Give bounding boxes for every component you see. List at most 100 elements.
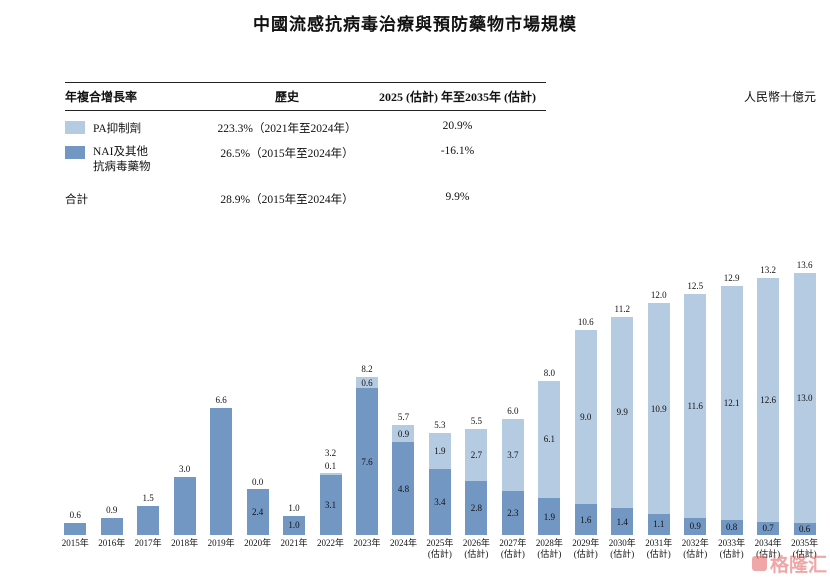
bar-column: 1.4 9.9 11.2	[604, 255, 640, 535]
unit-label: 人民幣十億元	[743, 90, 816, 104]
total-value-label: 13.2	[760, 265, 777, 276]
bar-column: 7.6 0.6 8.2	[349, 255, 385, 535]
nai-value-label: 0.8	[726, 522, 738, 533]
pa-forecast-cagr: 20.9%	[442, 120, 473, 132]
total-value-label: 0.9	[106, 504, 118, 515]
bar-segment-nai	[283, 515, 306, 535]
total-value-label: 5.3	[434, 419, 446, 430]
pa-value-label: 0.0	[251, 476, 264, 487]
bar-segment-nai	[574, 504, 597, 535]
table-header-row: 年複合增長率 歷史 2025 (估計) 年至2035年 (估計)	[65, 82, 546, 111]
total-value-label: 1.5	[142, 493, 154, 504]
total-value-label: 11.2	[614, 303, 630, 314]
bar-column: 3.1 0.1 3.2	[312, 255, 348, 535]
bar-segment-nai	[210, 407, 233, 535]
nai-value-label: 3.4	[434, 497, 446, 508]
pa-historical-cagr: 223.3%（2021年至2024年）	[217, 123, 357, 135]
x-axis-label: 2030年 (估計)	[608, 538, 636, 559]
x-axis-label: 2023年	[353, 538, 381, 548]
total-value-label: 6.0	[507, 406, 519, 417]
header-cagr: 年複合增長率	[65, 90, 138, 104]
bar-segment-nai	[757, 521, 780, 535]
bar-column: 2.8 2.7 5.5	[458, 255, 494, 535]
bar-column: 0.7 12.6 13.2	[750, 255, 786, 535]
total-value-label: 5.7	[397, 412, 410, 422]
bar-segment-nai	[465, 480, 488, 535]
pa-value-label: 0.1	[324, 461, 337, 472]
bar-segment-pa	[465, 428, 488, 481]
bar-segment-pa	[684, 293, 707, 518]
header-forecast-period: 2025 (估計) 年至2035年 (估計)	[379, 90, 536, 104]
bar-column: 1.5	[130, 255, 166, 535]
x-axis-label: 2027年 (估計)	[499, 538, 527, 559]
bar-segment-nai	[319, 475, 342, 535]
x-axis-label: 2035年 (估計)	[791, 538, 819, 559]
watermark: 格隆汇	[751, 550, 827, 577]
pa-series-label: PA抑制劑	[93, 123, 142, 135]
watermark-logo-icon	[751, 556, 767, 571]
bar-column: 3.4 1.9 5.3	[422, 255, 458, 535]
total-value-label: 13.6	[796, 259, 813, 270]
bar-segment-nai	[501, 490, 524, 535]
pa-value-label: 12.6	[760, 394, 777, 405]
bar-segment-nai	[355, 388, 378, 535]
nai-value-label: 2.8	[470, 502, 483, 513]
bar-column: 2.4 0.0	[239, 255, 275, 535]
bar-segment-pa	[538, 380, 561, 499]
bar-segment-pa	[757, 278, 780, 522]
x-axis-label: 2026年 (估計)	[462, 538, 490, 559]
bar-segment-nai	[137, 506, 160, 535]
nai-value-label: 4.8	[397, 483, 410, 494]
nai-value-label: 1.6	[580, 514, 592, 525]
pa-value-label: 13.0	[796, 392, 813, 403]
x-axis-label: 2024年	[389, 538, 417, 548]
stacked-bar-chart: 0.6 0.9 1.5 3.0 6.6 2.4 0.0 1.0 1.0 3.1 0.1 3.2 7.6 0…	[57, 255, 823, 560]
table-row-pa: PA抑制劑 223.3%（2021年至2024年） 20.9%	[65, 120, 546, 136]
bar-column: 0.9 11.6 12.5	[677, 255, 713, 535]
x-axis-label: 2034年 (估計)	[754, 538, 782, 559]
bar-segment-pa	[647, 303, 670, 514]
page-title: 中國流感抗病毒治療與預防藥物市場規模	[253, 15, 577, 34]
x-axis-label: 2019年	[207, 538, 235, 548]
nai-value-label: 3.1	[324, 500, 337, 511]
pa-value-label: 0.9	[397, 428, 410, 439]
nai-value-label: 2.4	[251, 506, 264, 517]
header-historical: 歷史	[274, 90, 299, 104]
total-value-label: 12.9	[723, 273, 740, 284]
total-forecast-cagr: 9.9%	[445, 191, 470, 203]
pa-value-label: 3.7	[507, 449, 519, 460]
nai-value-label: 1.1	[653, 519, 665, 530]
total-value-label: 3.0	[179, 464, 191, 475]
bar-segment-nai	[684, 517, 707, 535]
bar-column: 0.8 12.1 12.9	[713, 255, 749, 535]
pa-value-label: 12.1	[723, 397, 740, 408]
pa-legend-swatch-icon	[65, 121, 85, 134]
bar-segment-pa	[720, 286, 743, 520]
total-series-label: 合計	[65, 194, 88, 206]
pa-value-label: 1.9	[434, 446, 446, 457]
bar-segment-nai	[100, 517, 123, 535]
cagr-table: 年複合增長率 歷史 2025 (估計) 年至2035年 (估計) PA抑制劑 2…	[65, 82, 546, 207]
x-axis-label: 2020年	[244, 538, 272, 548]
bar-column: 2.3 3.7 6.0	[495, 255, 531, 535]
bar-column: 0.9	[93, 255, 129, 535]
bar-column: 0.6	[57, 255, 93, 535]
total-value-label: 8.0	[543, 367, 555, 378]
bar-column: 1.6 9.0 10.6	[568, 255, 604, 535]
x-axis-label: 2025年 (估計)	[426, 538, 454, 559]
bar-segment-nai	[538, 498, 561, 535]
total-value-label: 3.2	[324, 448, 337, 459]
x-axis-label: 2018年	[171, 538, 199, 548]
pa-value-label: 9.0	[580, 412, 592, 423]
pa-value-label: 6.1	[543, 434, 555, 445]
bar-segment-nai	[428, 469, 451, 535]
bar-segment-pa	[611, 316, 634, 508]
bar-segment-pa	[355, 376, 378, 389]
total-value-label: 0.6	[69, 510, 81, 521]
bar-segment-pa	[428, 432, 451, 470]
pa-value-label: 2.7	[470, 449, 483, 460]
bar-column: 1.0 1.0	[276, 255, 312, 535]
x-axis-label: 2028年 (估計)	[535, 538, 563, 559]
bar-segment-nai	[611, 507, 634, 535]
